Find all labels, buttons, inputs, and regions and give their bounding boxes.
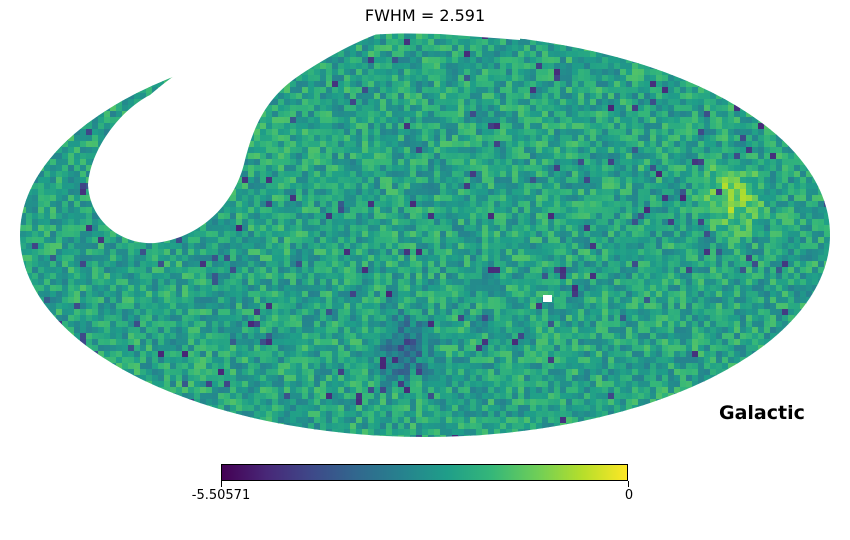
colorbar-max-label: 0 [624,488,634,503]
colorbar [221,464,628,481]
coordinate-system-label: Galactic [719,402,805,424]
masked-region-top [215,30,520,40]
masked-speck [543,295,552,302]
masked-region [88,33,380,244]
map-title: FWHM = 2.591 [364,6,486,25]
colorbar-tick-max [628,481,629,487]
colorbar-tick-min [221,481,222,487]
colorbar-min-label: -5.50571 [191,488,251,503]
